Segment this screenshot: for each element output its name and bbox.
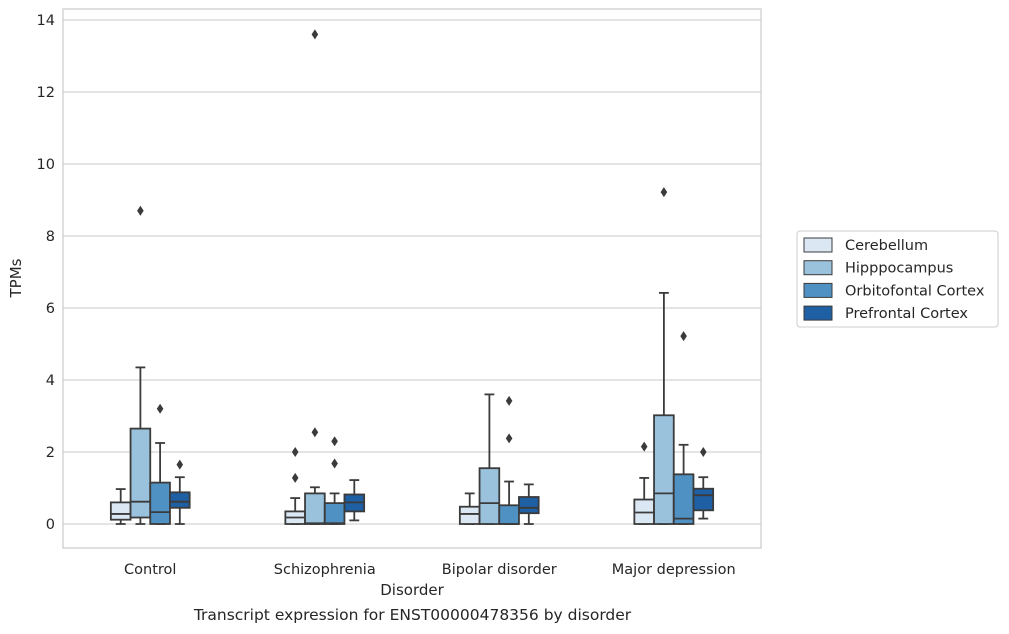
legend-swatch [803, 282, 833, 298]
x-tick-label: Major depression [612, 562, 736, 578]
y-axis-label: TPMs [7, 258, 25, 298]
legend: Cerebellum Hipppocampus Orbitofontal Corte… [796, 230, 999, 328]
y-tick-label: 10 [37, 157, 55, 173]
y-tick-label: 2 [46, 445, 55, 461]
outlier-point [156, 403, 164, 414]
outlier-point [291, 447, 299, 457]
box [149, 481, 171, 525]
legend-label: Cerebellum [845, 238, 928, 254]
y-axis-ticks: 0 2 4 6 8 10 12 14 [37, 13, 55, 533]
y-tick-label: 12 [37, 85, 55, 101]
series-cerebellum [109, 441, 655, 525]
outlier-point [700, 447, 707, 457]
x-tick-label: Control [124, 562, 176, 578]
legend-frame [796, 230, 999, 328]
legend-swatch [803, 237, 833, 253]
box [458, 505, 481, 525]
gridlines [63, 19, 761, 525]
x-tick-label: Schizophrenia [274, 562, 376, 578]
y-tick-label: 6 [46, 301, 55, 317]
y-tick-label: 8 [46, 229, 55, 245]
outlier-point [640, 441, 648, 452]
legend-swatch [803, 260, 833, 276]
series-prefrontal-cortex [169, 447, 715, 525]
box [672, 473, 695, 525]
outlier-point [660, 187, 668, 198]
box [518, 496, 540, 515]
outlier-point [505, 433, 513, 444]
box [129, 427, 152, 519]
box [498, 504, 520, 525]
x-axis-ticks: Control Schizophrenia Bipolar disorder Majo… [124, 562, 736, 578]
outlier-point [311, 427, 319, 438]
series-orbitofontal-cortex [149, 331, 695, 525]
x-tick-label: Bipolar disorder [442, 562, 557, 578]
box [478, 467, 501, 525]
outlier-point [137, 205, 144, 216]
legend-label: Orbitofontal Cortex [845, 283, 985, 299]
series-hipppocampus [129, 29, 675, 525]
outlier-point [176, 459, 184, 470]
legend-label: Hipppocampus [845, 261, 953, 277]
outlier-point [291, 472, 299, 483]
box [304, 492, 326, 525]
box-series [109, 29, 715, 525]
y-tick-label: 14 [37, 13, 55, 29]
y-tick-label: 4 [46, 373, 55, 389]
figure-caption: Transcript expression for ENST0000047835… [193, 606, 632, 624]
outlier-point [331, 458, 338, 469]
box [109, 501, 132, 521]
box [653, 414, 675, 525]
legend-swatch [803, 305, 833, 321]
box [169, 491, 191, 509]
y-tick-label: 0 [46, 517, 55, 533]
x-axis-label: Disorder [380, 581, 444, 599]
legend-label: Prefrontal Cortex [845, 306, 968, 322]
outlier-point [311, 29, 319, 40]
plot-area [62, 8, 762, 549]
outlier-point [680, 331, 687, 342]
outlier-point [505, 395, 513, 406]
box [323, 502, 346, 525]
outlier-point [331, 436, 338, 447]
box [692, 487, 715, 512]
